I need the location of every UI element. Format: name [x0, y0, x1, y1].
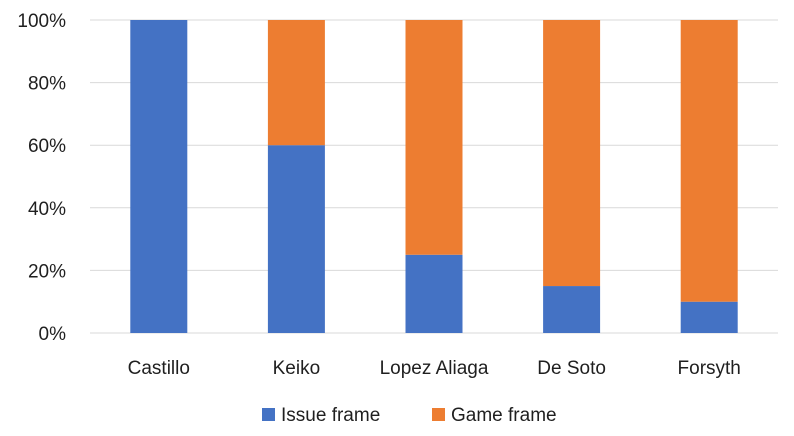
bar-issue-frame [130, 20, 188, 333]
bar-issue-frame [267, 145, 325, 333]
y-tick-label: 100% [17, 11, 66, 32]
bar-issue-frame [405, 254, 463, 333]
bar-game-frame [543, 20, 601, 287]
y-tick-label: 20% [28, 261, 66, 282]
legend-swatch [432, 408, 445, 421]
legend: Issue frame Game frame [262, 405, 557, 426]
y-tick-label: 80% [28, 74, 66, 95]
x-category-label: Lopez Aliaga [380, 358, 489, 379]
legend-label: Issue frame [281, 405, 380, 426]
x-axis: Castillo Keiko Lopez Aliaga De Soto Forsyth [128, 358, 741, 379]
legend-label: Game frame [451, 405, 557, 426]
x-category-label: De Soto [537, 358, 606, 379]
x-category-label: Forsyth [678, 358, 741, 379]
y-tick-label: 40% [28, 199, 66, 220]
y-tick-label: 0% [39, 324, 67, 345]
bar-game-frame [405, 20, 463, 255]
bar-game-frame [680, 20, 738, 302]
legend-swatch [262, 408, 275, 421]
y-axis: 0% 20% 40% 60% 80% 100% [17, 11, 66, 345]
x-category-label: Keiko [273, 358, 321, 379]
x-category-label: Castillo [128, 358, 190, 379]
bar-game-frame [267, 20, 325, 146]
bar-issue-frame [543, 286, 601, 333]
bars [130, 20, 738, 333]
y-tick-label: 60% [28, 136, 66, 157]
bar-issue-frame [680, 301, 738, 333]
